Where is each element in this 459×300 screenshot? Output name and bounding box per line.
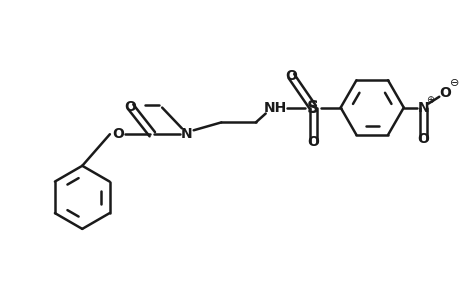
Text: O: O: [438, 86, 450, 100]
Text: O: O: [112, 127, 123, 141]
Text: O: O: [417, 132, 429, 146]
Text: S: S: [307, 99, 319, 117]
Text: O: O: [285, 69, 297, 83]
Text: NH: NH: [263, 100, 286, 115]
Text: O: O: [307, 135, 318, 149]
Text: ⊕: ⊕: [425, 95, 434, 105]
Text: O: O: [124, 100, 136, 114]
Text: N: N: [417, 100, 428, 115]
Text: ⊖: ⊖: [449, 78, 459, 88]
Text: N: N: [180, 127, 192, 141]
